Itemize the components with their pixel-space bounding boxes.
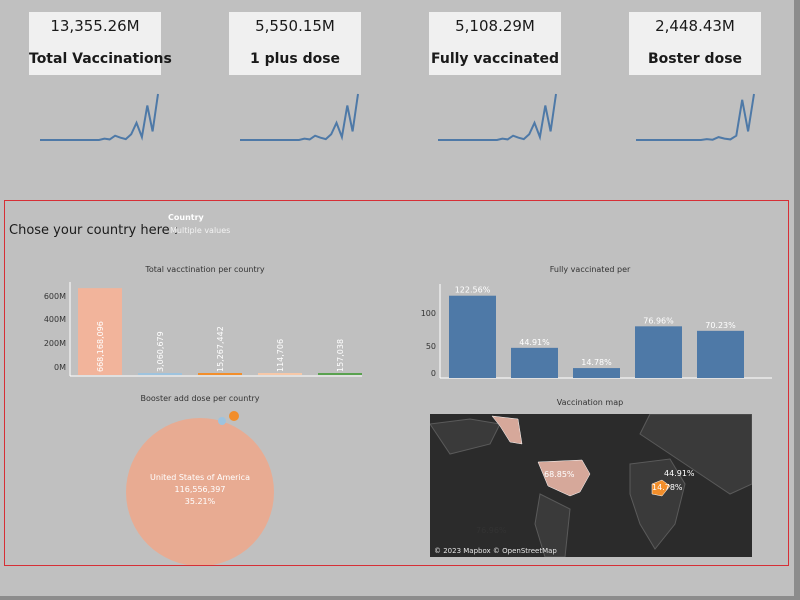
bubble-small[interactable] (229, 411, 239, 421)
bar-label: 114,706 (276, 339, 285, 372)
bar-label: 15,267,442 (216, 326, 225, 372)
filter-panel (4, 200, 789, 566)
kpi-card-booster-dose[interactable]: 2,448.43M Boster dose (629, 12, 761, 75)
sparkline-booster-dose (636, 93, 755, 141)
y-tick-label: 600M (44, 292, 66, 301)
sparkline-line (240, 93, 359, 141)
sparkline-fully-vaccinated (438, 93, 557, 141)
bubble-pct-label: 35.21% (185, 497, 216, 506)
bar[interactable] (138, 373, 182, 375)
land-shape (430, 418, 501, 455)
map-title: Vaccination map (556, 398, 624, 407)
y-tick-label: 0 (431, 369, 436, 378)
map-credit: © 2023 Mapbox © OpenStreetMap (434, 547, 557, 555)
map-canvas: 68.85% 44.91% 14.78% (430, 414, 752, 557)
region-united-states[interactable] (537, 459, 591, 497)
y-tick-label: 200M (44, 339, 66, 348)
bar[interactable] (697, 330, 744, 378)
bar-label: 3,060,679 (156, 331, 165, 372)
kpi-label: Fully vaccinated (430, 51, 560, 67)
bubble-value-label: 116,556,397 (175, 485, 226, 494)
kpi-value: 2,448.43M (655, 17, 735, 35)
bar[interactable] (198, 373, 242, 375)
kpi-label: Total Vaccinations (29, 51, 172, 67)
kpi-label: 1 plus dose (249, 51, 341, 67)
bubble-country-label: United States of America (150, 473, 250, 482)
map-label: 68.85% (544, 470, 575, 479)
vaccination-map[interactable]: 68.85% 44.91% 14.78% © 2023 Mapbox © Ope… (430, 414, 752, 557)
booster-chart-title: Booster add dose per country (140, 394, 260, 403)
bar-label: 14.78% (581, 358, 612, 367)
bar-label: 668,168,096 (96, 321, 105, 372)
sparkline-1-plus-dose (240, 93, 359, 141)
sparkline-total-vaccinations (40, 93, 159, 141)
kpi-label: Boster dose (647, 51, 743, 67)
bar[interactable] (318, 373, 362, 375)
bar-label: 157,038 (336, 339, 345, 372)
fully-vaccinated-chart: 100 50 0 122.56% 44.91% 14.78% 76.96% 70… (421, 284, 772, 379)
bubble-united-states[interactable] (126, 418, 274, 565)
bar[interactable] (635, 326, 682, 378)
right-edge-bar (794, 0, 800, 600)
bar-label: 44.91% (519, 338, 550, 347)
region-alaska[interactable] (491, 415, 523, 445)
map-label: 76.96% (476, 526, 507, 535)
bar-label: 70.23% (705, 321, 736, 330)
bar[interactable] (258, 373, 302, 375)
kpi-value: 5,550.15M (255, 17, 335, 35)
kpi-card-total-vaccinations[interactable]: 13,355.26M Total Vaccinations (29, 12, 172, 75)
sparkline-line (636, 93, 755, 141)
total-chart-title: Total vacctination per country (145, 265, 265, 274)
bottom-edge-bar (0, 596, 800, 600)
bar[interactable] (573, 368, 620, 378)
bubble-small[interactable] (218, 417, 226, 425)
kpi-card-1-plus-dose[interactable]: 5,550.15M 1 plus dose (229, 12, 361, 75)
y-tick-label: 0M (54, 363, 66, 372)
kpi-card-fully-vaccinated[interactable]: 5,108.29M Fully vaccinated (429, 12, 561, 75)
land-shape (629, 458, 686, 550)
bar[interactable] (78, 288, 122, 375)
country-filter-title: Country (168, 213, 204, 222)
booster-bubble-chart: United States of America 116,556,397 35.… (126, 411, 274, 565)
bar-group (78, 288, 362, 375)
land-shape (639, 414, 752, 495)
sparkline-line (438, 93, 557, 141)
sparkline-line (40, 93, 159, 141)
y-tick-label: 50 (426, 342, 436, 351)
bar-group (449, 295, 744, 378)
kpi-value: 13,355.26M (50, 17, 140, 35)
map-label: 14.78% (652, 483, 683, 492)
bar[interactable] (511, 347, 558, 378)
region-highlight[interactable] (651, 479, 671, 497)
fully-chart-title: Fully vaccinated per (549, 265, 631, 274)
kpi-value: 5,108.29M (455, 17, 535, 35)
map-label: 44.91% (664, 469, 695, 478)
y-tick-label: 100 (421, 309, 436, 318)
country-filter-dropdown[interactable]: Multiple values (170, 226, 231, 235)
land-shape (534, 493, 571, 557)
total-vaccination-chart: 600M 400M 200M 0M 668,168,096 3,060,679 … (44, 282, 362, 377)
country-prompt: Chose your country here : (9, 223, 179, 238)
bar[interactable] (449, 295, 496, 378)
bar-label: 122.56% (455, 286, 491, 295)
bar-label: 76.96% (643, 316, 674, 325)
y-tick-label: 400M (44, 315, 66, 324)
